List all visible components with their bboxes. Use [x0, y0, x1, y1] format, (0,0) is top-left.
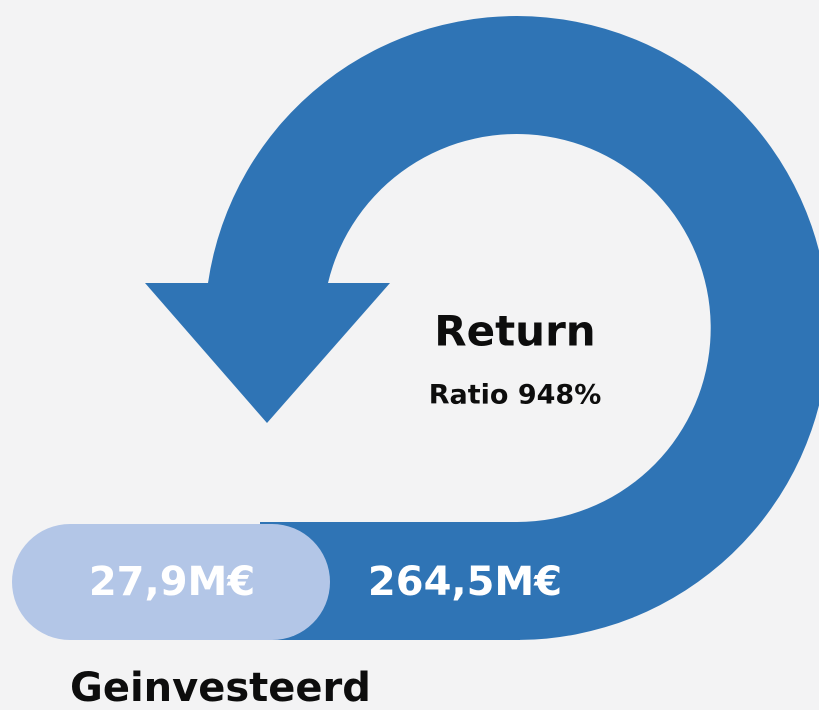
- invested-pill: [12, 524, 330, 640]
- invested-label: Geinvesteerd: [70, 665, 371, 710]
- arrow-head: [145, 283, 390, 423]
- return-amount: 264,5M€: [368, 559, 562, 605]
- return-title: Return: [434, 307, 595, 356]
- invested-amount: 27,9M€: [89, 559, 255, 605]
- return-arc: [208, 16, 819, 640]
- return-ratio: Ratio 948%: [429, 380, 602, 411]
